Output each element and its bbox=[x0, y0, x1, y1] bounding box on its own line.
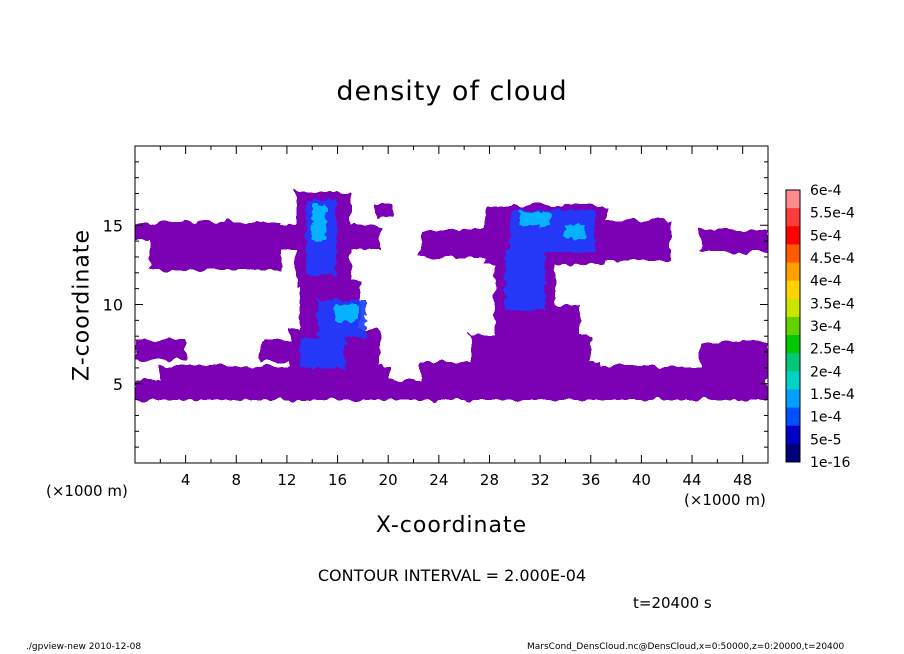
colorbar-frame bbox=[785, 189, 801, 463]
x-tick-label: 8 bbox=[232, 471, 242, 489]
density-level-1-5e-4 bbox=[312, 205, 585, 321]
plot-frame bbox=[134, 145, 769, 464]
colorbar-label: 3.5e-4 bbox=[810, 296, 855, 312]
cloud-field bbox=[135, 192, 768, 400]
colorbar-label: 1.5e-4 bbox=[810, 387, 855, 403]
colorbar: 6e-4 5.5e-4 5e-4 4.5e-4 4e-4 3.5e-4 3e-4 2.5e-4… bbox=[785, 183, 855, 471]
colorbar-swatch bbox=[786, 443, 800, 463]
x-axis-label: X-coordinate bbox=[375, 513, 528, 538]
colorbar-label: 3e-4 bbox=[810, 319, 842, 335]
colorbar-swatch bbox=[786, 353, 800, 372]
x-tick-label: 36 bbox=[581, 471, 600, 489]
colorbar-label: 5.5e-4 bbox=[810, 206, 855, 222]
colorbar-label: 1e-16 bbox=[810, 455, 850, 471]
colorbar-swatch bbox=[786, 335, 800, 354]
x-axis: 4 8 12 16 20 24 28 32 36 40 44 48 bbox=[134, 146, 769, 489]
x-tick-label: 24 bbox=[429, 471, 448, 489]
colorbar-swatch bbox=[786, 244, 800, 264]
colorbar-label: 6e-4 bbox=[810, 183, 842, 199]
colorbar-swatch bbox=[786, 389, 800, 409]
x-unit-right: (×1000 m) bbox=[684, 491, 766, 509]
x-tick-label: 44 bbox=[682, 471, 701, 489]
y-tick-label: 5 bbox=[113, 375, 123, 394]
colorbar-swatch bbox=[786, 316, 800, 336]
y-axis: 5 10 15 bbox=[103, 145, 768, 464]
colorbar-label: 4.5e-4 bbox=[810, 251, 855, 267]
x-tick-label: 48 bbox=[733, 471, 752, 489]
y-axis-label: Z-coordinate bbox=[69, 229, 95, 381]
colorbar-label: 2e-4 bbox=[810, 364, 842, 380]
x-tick-label: 12 bbox=[277, 471, 296, 489]
x-tick-label: 16 bbox=[328, 471, 347, 489]
y-tick-label: 10 bbox=[103, 296, 123, 315]
colorbar-swatch bbox=[786, 226, 800, 245]
x-tick-label: 28 bbox=[480, 471, 499, 489]
colorbar-swatch bbox=[786, 407, 800, 427]
colorbar-swatch bbox=[786, 280, 800, 300]
colorbar-swatch bbox=[786, 371, 800, 390]
colorbar-label: 1e-4 bbox=[810, 410, 842, 426]
x-tick-label: 20 bbox=[379, 471, 398, 489]
x-tick-label: 4 bbox=[181, 471, 191, 489]
colorbar-label: 4e-4 bbox=[810, 274, 842, 290]
time-label: t=20400 s bbox=[633, 594, 712, 612]
colorbar-swatch bbox=[786, 208, 800, 227]
chart-title: density of cloud bbox=[336, 76, 568, 107]
x-unit-left: (×1000 m) bbox=[46, 482, 128, 500]
colorbar-label: 5e-5 bbox=[810, 432, 841, 448]
colorbar-swatch bbox=[786, 190, 800, 209]
colorbar-swatch bbox=[786, 298, 800, 318]
footer-left: ./gpview-new 2010-12-08 bbox=[26, 642, 142, 652]
density-level-1e-16 bbox=[135, 192, 768, 400]
contour-interval: CONTOUR INTERVAL = 2.000E-04 bbox=[317, 566, 587, 585]
footer-right: MarsCond_DensCloud.nc@DensCloud,x=0:5000… bbox=[527, 642, 845, 652]
colorbar-label: 2.5e-4 bbox=[810, 342, 855, 358]
x-tick-label: 40 bbox=[632, 471, 651, 489]
y-tick-label: 15 bbox=[103, 216, 123, 235]
colorbar-swatch bbox=[786, 262, 800, 282]
colorbar-label: 5e-4 bbox=[810, 228, 842, 244]
colorbar-swatch bbox=[786, 425, 800, 445]
x-tick-label: 32 bbox=[531, 471, 550, 489]
